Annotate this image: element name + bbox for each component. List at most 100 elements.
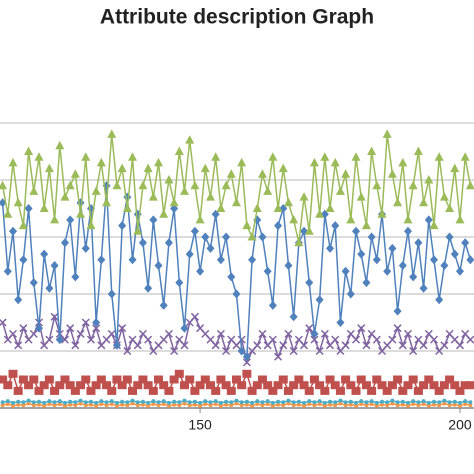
marker (3, 381, 13, 390)
marker (94, 400, 99, 405)
marker (315, 295, 324, 305)
marker (237, 335, 246, 344)
marker (31, 400, 36, 405)
marker (99, 402, 104, 407)
marker (195, 214, 205, 224)
marker (239, 400, 244, 405)
marker (284, 329, 293, 338)
marker (211, 152, 221, 161)
marker (86, 220, 96, 230)
marker (60, 238, 69, 248)
marker (185, 249, 194, 259)
marker (447, 403, 452, 408)
series (0, 401, 473, 408)
marker (263, 186, 273, 195)
marker (431, 402, 436, 407)
marker (439, 381, 449, 390)
marker (97, 255, 106, 265)
marker (377, 381, 387, 390)
marker (354, 400, 359, 405)
marker (302, 403, 307, 408)
marker (398, 157, 408, 167)
marker (359, 402, 364, 407)
marker (442, 398, 447, 403)
marker (408, 375, 418, 384)
marker (66, 215, 75, 225)
marker (203, 399, 208, 404)
marker (302, 400, 307, 405)
marker (133, 381, 143, 390)
marker (169, 197, 179, 207)
marker (107, 289, 116, 299)
marker (244, 402, 249, 407)
marker (445, 375, 455, 384)
marker (354, 403, 359, 408)
marker (205, 381, 215, 390)
marker (71, 341, 80, 350)
marker (276, 399, 281, 404)
marker (99, 399, 104, 404)
marker (16, 399, 21, 404)
marker (180, 323, 189, 333)
marker (123, 346, 132, 356)
marker (328, 402, 333, 407)
marker (336, 318, 345, 327)
marker (52, 400, 57, 405)
marker (468, 403, 473, 408)
marker (393, 375, 403, 384)
marker (50, 214, 60, 224)
marker (118, 221, 127, 231)
marker (218, 403, 223, 408)
marker (47, 399, 52, 404)
marker (341, 341, 350, 350)
marker (102, 381, 112, 390)
marker (357, 249, 366, 259)
marker (380, 399, 385, 404)
marker (135, 400, 140, 405)
marker (14, 295, 23, 305)
marker (57, 402, 62, 407)
marker (331, 221, 340, 231)
marker (325, 375, 335, 384)
marker (130, 398, 135, 403)
marker (335, 386, 345, 395)
marker (289, 381, 299, 390)
marker (322, 403, 327, 408)
marker (159, 300, 168, 310)
marker (457, 400, 462, 405)
marker (440, 261, 449, 270)
marker (351, 152, 361, 161)
marker (320, 386, 330, 395)
marker (123, 192, 132, 202)
marker (270, 400, 275, 405)
marker (305, 324, 314, 333)
marker (315, 346, 324, 356)
marker (440, 341, 449, 350)
marker (250, 403, 255, 408)
marker (312, 403, 317, 408)
marker (341, 169, 351, 178)
marker (372, 255, 381, 265)
marker (190, 386, 200, 395)
marker (382, 129, 392, 138)
marker (429, 255, 438, 265)
marker (170, 346, 179, 356)
marker (13, 386, 23, 395)
marker (278, 163, 288, 173)
marker (62, 403, 67, 408)
marker (13, 197, 23, 207)
marker (16, 402, 21, 407)
marker (416, 403, 421, 408)
marker (387, 169, 397, 178)
marker (465, 381, 474, 390)
marker (367, 232, 376, 242)
marker (234, 398, 239, 403)
marker (242, 220, 252, 230)
marker (452, 399, 457, 404)
marker (47, 402, 52, 407)
marker (331, 335, 340, 344)
marker (86, 386, 96, 395)
marker (24, 381, 34, 390)
marker (94, 403, 99, 408)
marker (18, 220, 28, 230)
